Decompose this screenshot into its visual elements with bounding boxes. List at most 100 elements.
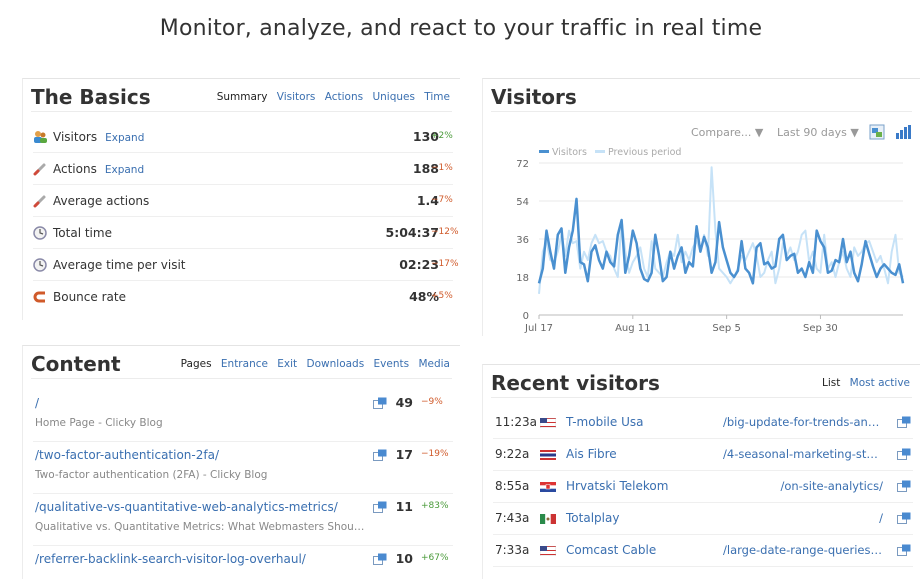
- external-link-icon[interactable]: [373, 553, 387, 565]
- tab-summary[interactable]: Summary: [216, 91, 268, 103]
- page-count: 10: [395, 551, 413, 566]
- visit-time: 7:33a: [495, 543, 530, 557]
- basics-row-value: 48%: [409, 289, 439, 304]
- basics-tabs: Summary Visitors Actions Uniques Time: [211, 91, 450, 103]
- legend-swatch: [595, 150, 605, 153]
- tab-downloads[interactable]: Downloads: [306, 358, 365, 370]
- basics-panel: The Basics Summary Visitors Actions Uniq…: [22, 78, 460, 320]
- expand-link[interactable]: Expand: [104, 164, 145, 176]
- range-dropdown[interactable]: Last 90 days ▼: [777, 126, 859, 139]
- basics-row: Average time per visit 02:23 −17%: [33, 249, 459, 281]
- page-path-link[interactable]: /: [35, 396, 40, 410]
- basics-row-label-wrap: Actions Expand: [53, 162, 144, 176]
- us-flag-icon: [540, 546, 556, 556]
- content-row: /qualitative-vs-quantitative-web-analyti…: [33, 494, 453, 546]
- visitor-org-link[interactable]: Comcast Cable: [566, 543, 657, 557]
- tab-visitors[interactable]: Visitors: [276, 91, 316, 103]
- external-link-icon[interactable]: [373, 449, 387, 461]
- tab-entrance[interactable]: Entrance: [220, 358, 268, 370]
- basics-title-divider: [31, 111, 452, 112]
- recent-title-divider: [491, 397, 912, 398]
- recent-visitor-row[interactable]: 8:55a Hrvatski Telekom/on-site-analytics/: [493, 471, 913, 503]
- expand-link[interactable]: Expand: [105, 132, 145, 144]
- landing-page-link[interactable]: /: [879, 511, 883, 525]
- th-flag-icon: [540, 450, 556, 460]
- page-count: 17: [395, 447, 413, 462]
- landing-page-link[interactable]: /on-site-analytics/: [780, 479, 883, 493]
- series-line-previous-period: [538, 166, 904, 294]
- basics-row: Actions Expand 188 −1%: [33, 153, 453, 185]
- landing-page-link[interactable]: /large-date-range-queries-n...: [723, 543, 883, 557]
- basics-title: The Basics: [31, 85, 151, 109]
- external-link-icon[interactable]: [897, 512, 911, 524]
- external-link-icon[interactable]: [373, 501, 387, 513]
- visitor-org-link[interactable]: T-mobile Usa: [566, 415, 644, 429]
- basics-row: Bounce rate 48% +5%: [33, 281, 453, 313]
- tab-events[interactable]: Events: [373, 358, 410, 370]
- actions-icon: [33, 163, 46, 176]
- compare-label: Compare...: [691, 126, 752, 139]
- content-row: /two-factor-authentication-2fa/Two-facto…: [33, 442, 453, 494]
- average-actions-icon: [33, 195, 46, 208]
- recent-visitors-panel: Recent visitors List Most active 11:23a T…: [482, 364, 920, 579]
- x-tick-label: Jul 17: [524, 323, 553, 334]
- visitor-org-link[interactable]: Ais Fibre: [566, 447, 617, 461]
- page-path-link[interactable]: /referrer-backlink-search-visitor-log-ov…: [35, 552, 306, 566]
- change-badge: −9%: [421, 397, 443, 407]
- mx-flag-icon: [540, 514, 556, 524]
- landing-page-link[interactable]: /big-update-for-trends-and-...: [723, 415, 883, 429]
- visitors-title-divider: [491, 111, 912, 112]
- tab-pages[interactable]: Pages: [180, 358, 212, 370]
- visitor-org-link[interactable]: Totalplay: [566, 511, 620, 525]
- basics-row: Total time 5:04:37 −12%: [33, 217, 459, 249]
- recent-visitor-row[interactable]: 7:43a Totalplay /: [493, 503, 913, 535]
- visitors-line-chart: 0 18 36 54 72 Jul 17 Aug 11 Sep 5 Sep 30 Visitors…: [516, 147, 905, 334]
- external-link-icon[interactable]: [373, 397, 387, 409]
- page-path-link[interactable]: /qualitative-vs-quantitative-web-analyti…: [35, 500, 338, 514]
- basics-row: Visitors Expand 130 +2%: [33, 121, 453, 153]
- basics-row-label: Total time: [53, 226, 112, 240]
- tab-time[interactable]: Time: [424, 91, 450, 103]
- basics-row-label-wrap: Visitors Expand: [53, 130, 144, 144]
- recent-visitor-row[interactable]: 7:33a Comcast Cable/large-date-range-quer…: [493, 535, 913, 567]
- series-line-visitors: [537, 197, 905, 285]
- y-tick-label: 72: [516, 159, 529, 170]
- recent-visitor-row[interactable]: 9:22a Ais Fibre/4-seasonal-marketing-stat…: [493, 439, 913, 471]
- external-link-icon[interactable]: [897, 416, 911, 428]
- compare-dropdown[interactable]: Compare... ▼: [691, 126, 763, 139]
- recent-visitor-row[interactable]: 11:23a T-mobile Usa/big-update-for-trends…: [493, 407, 913, 439]
- page-count: 11: [395, 499, 413, 514]
- basics-row-label: Average time per visit: [53, 258, 186, 272]
- tab-uniques[interactable]: Uniques: [372, 91, 415, 103]
- visitors-title: Visitors: [491, 85, 577, 109]
- tab-list[interactable]: List: [821, 377, 841, 389]
- recent-tabs: List Most active: [816, 377, 910, 389]
- content-row: /referrer-backlink-search-visitor-log-ov…: [33, 546, 453, 579]
- external-link-icon[interactable]: [897, 480, 911, 492]
- tab-media[interactable]: Media: [418, 358, 450, 370]
- tab-most-active[interactable]: Most active: [849, 377, 910, 389]
- page-title-text: Two-factor authentication (2FA) - Clicky…: [35, 469, 268, 481]
- visit-time: 8:55a: [495, 479, 530, 493]
- change-badge: +67%: [421, 553, 449, 563]
- export-icon[interactable]: [869, 124, 885, 140]
- change-badge: +83%: [421, 501, 449, 511]
- y-tick-label: 54: [516, 197, 529, 208]
- x-tick-label: Sep 5: [712, 323, 740, 334]
- bounce-icon: [33, 291, 45, 303]
- landing-page-link[interactable]: /4-seasonal-marketing-stats...: [723, 447, 883, 461]
- change-badge: +2%: [431, 131, 453, 141]
- page-path-link[interactable]: /two-factor-authentication-2fa/: [35, 448, 219, 462]
- tab-actions[interactable]: Actions: [324, 91, 364, 103]
- tab-exit[interactable]: Exit: [277, 358, 298, 370]
- page-title-text: Qualitative vs. Quantitative Metrics: Wh…: [35, 521, 365, 533]
- x-tick-label: Aug 11: [615, 323, 650, 334]
- y-tick-label: 0: [523, 311, 529, 322]
- external-link-icon[interactable]: [897, 448, 911, 460]
- visit-time: 11:23a: [495, 415, 537, 429]
- external-link-icon[interactable]: [897, 544, 911, 556]
- bar-chart-icon[interactable]: [895, 124, 911, 140]
- basics-row-value: 1.4: [416, 193, 439, 208]
- visitor-org-link[interactable]: Hrvatski Telekom: [566, 479, 669, 493]
- legend-label: Visitors: [552, 147, 587, 158]
